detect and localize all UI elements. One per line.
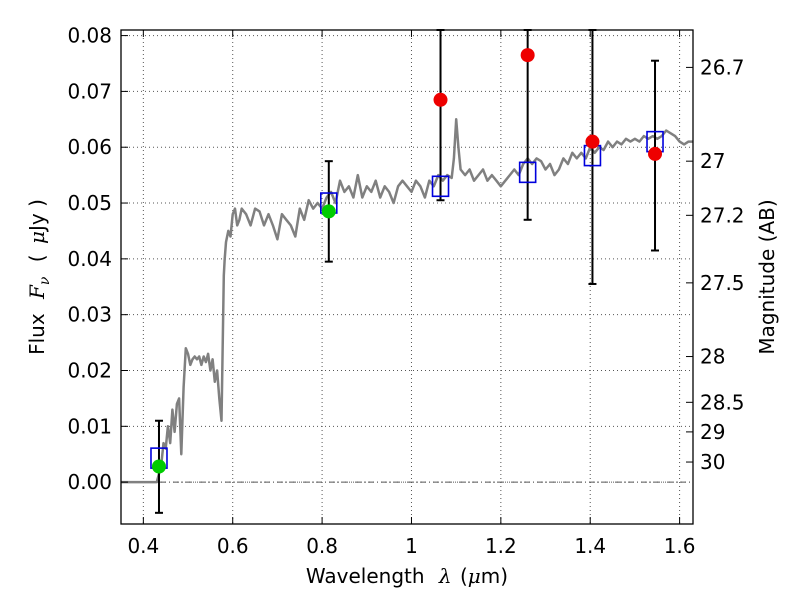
optical-series [151,204,336,474]
model-box [518,161,537,184]
plot-frame [120,29,694,525]
x-axis-ticks: 0.4 0.6 0.8 1 1.2 1.4 1.6 [127,30,696,558]
spectrum-line [121,118,693,484]
y2-axis-ticks: 26.7 27 27.2 27.5 28 28.5 29 30 [686,55,745,474]
y-tick-label: 0.03 [67,303,112,327]
detection-point [433,92,448,107]
detection-point [648,146,663,161]
x-tick-label: 1.4 [574,534,606,558]
x-tick-label: 1.2 [485,534,517,558]
spectrum-series [121,118,693,484]
y2-tick-label: 27 [700,149,725,173]
y2-tick-label: 30 [700,450,725,474]
y-axis-label: Flux Fν ( μJy ) [25,199,54,355]
y2-tick-label: 27.2 [700,203,745,227]
y-tick-label: 0.01 [67,414,112,438]
optical-point [321,204,336,219]
y-tick-label: 0.05 [67,191,112,215]
x-tick-label: 1.6 [664,534,696,558]
y-tick-label: 0.06 [67,135,112,159]
x-tick-label: 0.8 [306,534,338,558]
y2-tick-label: 29 [700,420,725,444]
detection-point [520,48,535,63]
detection-point [585,134,600,149]
y-axis-ticks: 0.00 0.01 0.02 0.03 0.04 0.05 0.06 0.07 0.08 [67,24,128,494]
plot-background [121,30,693,524]
y-tick-label: 0.02 [67,358,112,382]
x-tick-label: 0.6 [217,534,249,558]
y2-tick-label: 28 [700,345,725,369]
y2-tick-label: 28.5 [700,390,745,414]
y-tick-label: 0.07 [67,79,112,103]
x-tick-label: 0.4 [127,534,159,558]
y2-axis-label: Magnitude (AB) [755,199,779,354]
y2-tick-label: 26.7 [700,55,745,79]
x-tick-label: 1 [405,534,418,558]
y-tick-label: 0.04 [67,247,112,271]
y-tick-label: 0.00 [67,470,112,494]
y-tick-label: 0.08 [67,24,112,48]
detection-series [433,48,663,161]
optical-point [151,459,166,474]
x-axis-label: Wavelength λ (μm) [306,564,508,588]
model-box [431,175,450,198]
y2-tick-label: 27.5 [700,271,745,295]
